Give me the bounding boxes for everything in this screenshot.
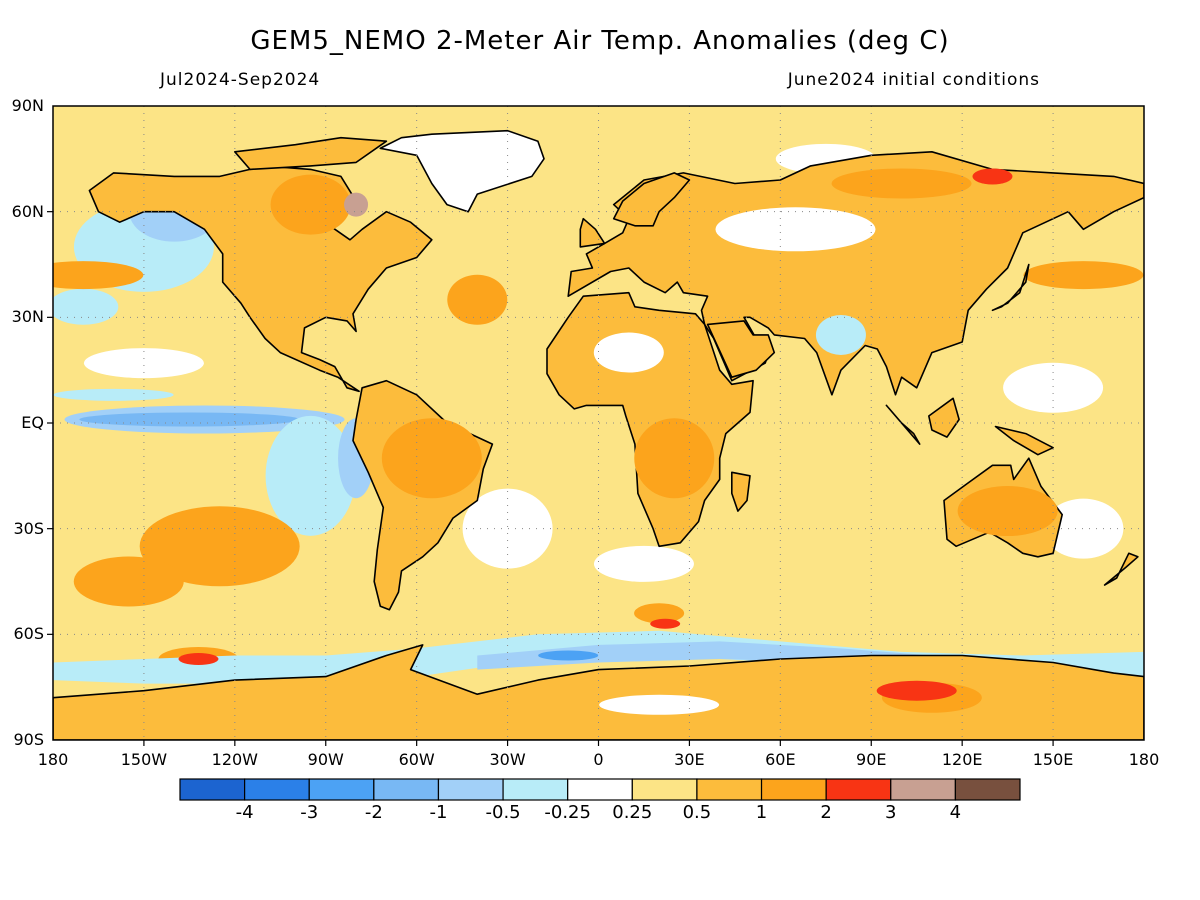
se-pacific-cool <box>265 415 356 536</box>
colorbar-label: 4 <box>949 802 962 823</box>
canada-warm <box>270 174 351 235</box>
brazil-warm <box>381 418 482 499</box>
colorbar-label: 0.5 <box>682 802 712 823</box>
anomaly-shading <box>53 143 1144 684</box>
longitude-label: 60E <box>765 750 796 769</box>
longitude-label: 30E <box>674 750 705 769</box>
south-pacific-hot <box>178 652 219 665</box>
hawaii-neutral <box>83 348 204 379</box>
sumatra <box>885 404 921 445</box>
antarctica-neutral <box>599 694 720 715</box>
north-pacific-warm <box>53 261 144 290</box>
latitude-label: 30S <box>13 518 44 538</box>
longitude-label: 180 <box>37 750 69 769</box>
colorbar-label: 1 <box>755 802 768 823</box>
hudson-extreme <box>344 192 369 217</box>
latitude-label: 90N <box>11 96 44 115</box>
longitude-label: 30W <box>489 750 526 769</box>
latitude-label: EQ <box>21 413 44 432</box>
colorbar <box>179 778 1021 801</box>
tasman-neutral <box>1043 498 1124 559</box>
longitude-label: 150W <box>120 750 168 769</box>
central-pacific-cool <box>53 388 174 401</box>
map-field <box>53 106 1144 740</box>
siberia-hot <box>972 168 1013 185</box>
colorbar-swatch <box>502 778 569 801</box>
longitude-label: 90W <box>307 750 344 769</box>
colorbar-label: -4 <box>235 802 254 823</box>
new-guinea <box>994 425 1054 456</box>
colorbar-label: -0.25 <box>544 802 591 823</box>
longitude-label: 120W <box>211 750 258 769</box>
latitude-label: 60N <box>11 201 44 221</box>
colorbar-label: -1 <box>429 802 448 823</box>
colorbar-swatch <box>308 778 375 801</box>
africa-warm <box>634 418 715 499</box>
greenland <box>379 129 545 213</box>
map-frame <box>52 105 1145 741</box>
north-siberia-warm <box>831 168 972 199</box>
sahara-neutral <box>593 332 664 373</box>
south-atlantic-warm <box>634 603 685 624</box>
longitude-label: 90E <box>856 750 887 769</box>
south-atlantic-neutral <box>462 488 553 569</box>
latitude-label: 60S <box>13 624 44 644</box>
arctic-archipelago <box>234 136 388 171</box>
subtropical-pacific-cool <box>53 288 119 325</box>
longitude-label: 150E <box>1032 750 1074 769</box>
west-pacific-neutral <box>1003 362 1104 413</box>
longitude-label: 180 <box>1128 750 1160 769</box>
north-atlantic-warm <box>447 274 508 325</box>
initial-conditions-label: June2024 initial conditions <box>787 70 1040 90</box>
colorbar-swatch <box>373 778 440 801</box>
south-atlantic-hot <box>650 618 681 629</box>
colorbar-label: -2 <box>364 802 383 823</box>
cold-tongue-core <box>79 412 300 427</box>
cape-neutral <box>593 545 694 582</box>
north-america <box>88 165 433 393</box>
longitude-label: 60W <box>398 750 435 769</box>
longitude-label: 0 <box>593 750 604 769</box>
graticule <box>47 106 1144 746</box>
colorbar-label: -3 <box>300 802 319 823</box>
chart-title: GEM5_NEMO 2-Meter Air Temp. Anomalies (d… <box>250 26 950 56</box>
australia-warm <box>957 486 1058 537</box>
nw-pacific-warm <box>1023 261 1144 290</box>
colorbar-label: -0.5 <box>485 802 521 823</box>
colorbar-swatch <box>179 778 246 801</box>
colorbar-label: 2 <box>820 802 832 823</box>
arabia <box>706 320 776 378</box>
colorbar-swatch <box>631 778 698 801</box>
scandinavia <box>612 172 691 227</box>
colorbar-swatch <box>760 778 827 801</box>
antarctica <box>53 644 1144 740</box>
latitude-label: 30N <box>11 307 44 327</box>
east-antarctica-hot <box>876 680 957 701</box>
borneo <box>928 397 960 438</box>
colorbar-swatch <box>437 778 504 801</box>
sw-pacific-warm <box>73 556 184 607</box>
colorbar-swatch <box>954 778 1021 801</box>
colorbar-swatch <box>696 778 763 801</box>
forecast-period: Jul2024-Sep2024 <box>160 70 321 90</box>
colorbar-label: 0.25 <box>612 802 653 823</box>
new-zealand <box>1103 552 1139 586</box>
latitude-label: 90S <box>13 730 44 749</box>
india-cool <box>815 314 866 355</box>
colorbar-swatch <box>890 778 956 801</box>
hot-spots <box>270 168 1058 715</box>
japan <box>991 263 1030 312</box>
weddell-cold <box>538 650 599 661</box>
madagascar <box>731 471 751 512</box>
colorbar-label: 3 <box>885 802 897 823</box>
colorbar-swatch <box>567 778 633 801</box>
siberia-neutral <box>715 207 876 252</box>
longitude-label: 120E <box>941 750 983 769</box>
south-pacific-warm <box>139 506 300 587</box>
colorbar-swatch <box>244 778 310 801</box>
southern-ocean-cold <box>477 641 932 670</box>
colorbar-swatch <box>825 778 892 801</box>
